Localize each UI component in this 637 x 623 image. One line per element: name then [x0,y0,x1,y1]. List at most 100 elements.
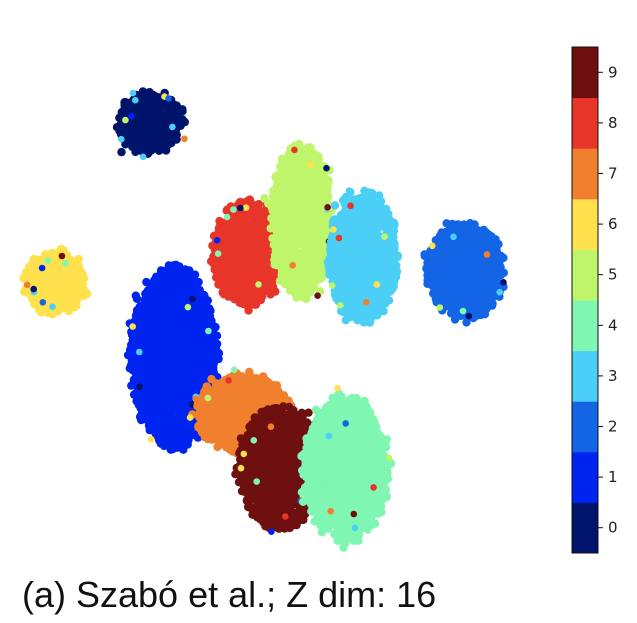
scatter-point [234,236,243,246]
scatter-point [164,438,173,448]
scatter-point [162,287,171,296]
scatter-point [153,94,162,104]
scatter-point [135,318,145,327]
scatter-point [127,340,136,350]
scatter-point [134,305,143,314]
scatter-point [159,131,168,140]
scatter-point [122,116,129,124]
scatter-points [19,87,508,552]
scatter-point [179,385,188,394]
scatter-point [235,250,244,260]
scatter-point [239,300,248,309]
scatter-point [279,187,288,196]
scatter-point [264,281,274,290]
scatter-point [214,280,223,289]
scatter-point [133,134,142,143]
scatter-point [151,276,160,286]
scatter-point [144,305,153,315]
scatter-point [71,290,80,299]
scatter-point [170,293,179,303]
scatter-point [147,114,156,124]
scatter-point [58,252,66,260]
scatter-point [132,294,142,303]
scatter-point [168,136,177,146]
scatter-point [178,107,187,116]
scatter-point [205,327,212,335]
scatter-point [193,339,203,349]
scatter-point [171,101,180,110]
scatter-point [169,123,176,131]
scatter-point [132,96,139,104]
scatter-point [227,227,236,237]
scatter-point [214,250,222,257]
scatter-point [125,125,134,134]
scatter-point [172,337,181,347]
scatter-point [151,340,161,349]
scatter-point [60,294,70,303]
scatter-point [177,427,186,436]
scatter-point [242,204,250,211]
scatter-point [152,120,161,130]
scatter-point [163,265,172,275]
scatter-point [194,325,204,335]
scatter-point [149,390,158,399]
scatter-point [156,380,165,390]
scatter-point [220,248,229,257]
scatter-point [59,246,68,255]
scatter-point [167,427,177,436]
scatter-point [147,436,155,443]
scatter-point [74,264,84,274]
scatter-point [126,361,136,370]
scatter-point [159,404,168,413]
scatter-point [246,237,256,247]
scatter-point [165,95,172,102]
scatter-point [81,275,89,283]
scatter-point [174,367,183,377]
scatter-point [118,135,125,143]
scatter-point [77,284,86,293]
scatter-point [226,237,236,246]
scatter-point [185,345,194,355]
scatter-point [205,304,214,313]
scatter-point [157,325,166,334]
scatter-point [52,273,61,282]
scatter-point [185,268,195,278]
scatter-point [152,139,161,148]
scatter-point [223,213,231,221]
scatter-point [138,87,148,96]
scatter-point [225,287,232,294]
scatter-point [224,292,233,301]
scatter-point [195,285,204,295]
scatter-point [249,299,259,308]
scatter-point [145,95,154,104]
scatter-point [125,105,134,114]
scatter-point [179,377,188,386]
scatter-point [202,297,211,306]
scatter-point [133,146,142,155]
scatter-point [177,410,187,419]
scatter-point [127,381,136,390]
scatter-point [236,261,246,270]
scatter-point [144,315,153,324]
scatter-point [128,112,135,120]
scatter-point [234,282,243,291]
scatter-point [224,262,234,271]
scatter-point [161,105,170,114]
scatter-point [129,323,136,330]
scatter-point [247,271,257,280]
scatter-point [30,285,37,293]
scatter-point [252,224,262,233]
scatter-point [256,262,265,271]
scatter-point [173,324,182,334]
scatter-point [117,147,126,157]
scatter-point [164,390,173,400]
scatter-point [42,289,52,298]
scatter-point [132,372,141,382]
scatter-point [44,257,52,265]
scatter-point [181,353,190,363]
scatter-point [143,296,153,305]
scatter-point [254,206,264,215]
scatter-point [117,127,127,137]
scatter-point [209,359,218,368]
scatter-point [140,369,149,378]
